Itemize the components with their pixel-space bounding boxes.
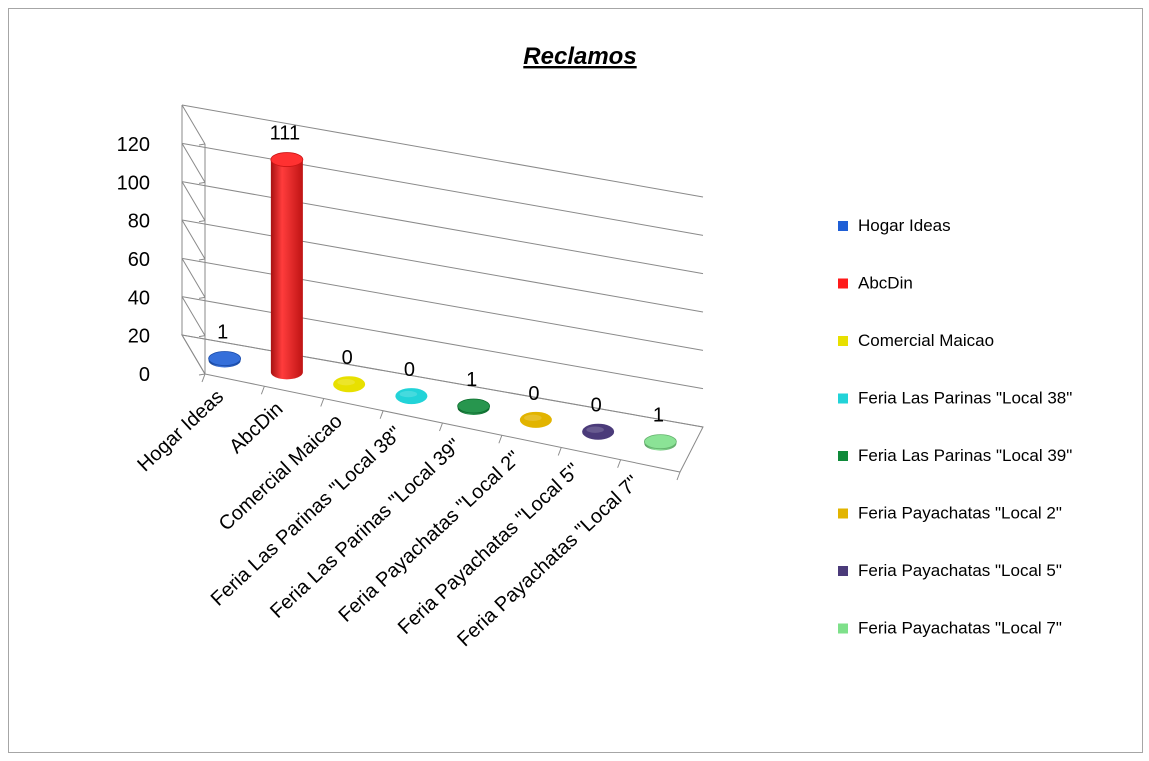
- bar: [395, 388, 428, 405]
- category-label: Comercial Maicao: [215, 410, 347, 535]
- x-tick-mark: [676, 471, 681, 481]
- category-label: Hogar Ideas: [133, 386, 228, 476]
- bar: [457, 398, 491, 415]
- data-label: 0: [528, 383, 539, 405]
- y-tick-label: 120: [117, 134, 150, 156]
- legend-swatch: [838, 451, 848, 461]
- gridline: [181, 296, 704, 390]
- side-gridline: [181, 219, 206, 260]
- gridlines: [181, 104, 704, 428]
- legend-swatch: [838, 508, 848, 519]
- legend-label: Feria Payachatas "Local 2": [858, 504, 1062, 523]
- legend-label: Feria Payachatas "Local 5": [858, 561, 1062, 580]
- bar-body: [270, 152, 303, 380]
- data-label: 0: [342, 347, 353, 369]
- bar-disc-highlight: [337, 379, 355, 386]
- side-gridline: [181, 258, 206, 298]
- y-tick-label: 80: [128, 211, 150, 233]
- legend-label: Feria Las Parinas "Local 38": [858, 389, 1072, 408]
- legend-label: Feria Las Parinas "Local 39": [858, 446, 1072, 465]
- y-tick-label: 40: [128, 287, 150, 309]
- legend: Hogar Ideas AbcDin Comercial Maicao Feria L…: [838, 216, 1072, 638]
- legend-label: AbcDin: [858, 274, 913, 293]
- x-tick-mark: [498, 435, 503, 444]
- legend-swatch: [838, 623, 848, 634]
- gridline: [181, 257, 704, 351]
- data-label: 0: [591, 395, 602, 417]
- legend-label: Hogar Ideas: [858, 216, 951, 235]
- x-tick-mark: [557, 447, 562, 456]
- gridline: [181, 181, 704, 275]
- bar-top: [208, 351, 242, 366]
- gridline: [181, 219, 704, 313]
- bar-top: [270, 152, 304, 167]
- data-label: 0: [404, 359, 415, 381]
- bars: [208, 152, 677, 451]
- legend-swatch: [838, 278, 848, 289]
- x-tick-mark: [379, 410, 384, 419]
- x-tick-mark: [617, 459, 622, 468]
- bar: [270, 152, 304, 380]
- y-tick-mark: [198, 181, 206, 184]
- x-tick-mark: [320, 398, 325, 407]
- gridline: [181, 104, 704, 198]
- legend-swatch: [838, 336, 848, 346]
- y-tick-label: 20: [128, 326, 150, 348]
- bar-top: [457, 398, 491, 414]
- bar: [333, 376, 366, 393]
- y-tick-mark: [198, 258, 206, 261]
- x-tick-mark: [439, 422, 443, 432]
- bar: [208, 351, 242, 368]
- legend-label: Comercial Maicao: [858, 331, 994, 350]
- y-tick-label: 100: [117, 172, 150, 194]
- side-gridline: [181, 104, 206, 145]
- data-label: 1: [466, 369, 477, 391]
- bar: [582, 423, 615, 440]
- chart-frame: [8, 8, 1143, 753]
- y-tick-label: 0: [139, 364, 150, 386]
- legend-swatch: [838, 566, 848, 576]
- side-gridline: [181, 296, 206, 336]
- x-tick-mark: [260, 386, 265, 395]
- y-tick-mark: [198, 335, 206, 338]
- legend-swatch: [838, 221, 848, 231]
- data-label: 1: [217, 322, 228, 344]
- category-label: AbcDin: [225, 398, 287, 458]
- chart-title: Reclamos: [523, 43, 636, 70]
- y-tick-mark: [198, 220, 206, 223]
- y-tick-mark: [198, 373, 206, 376]
- bar-disc-highlight: [524, 414, 542, 421]
- bar-disc-highlight: [586, 426, 604, 433]
- side-gridline: [181, 181, 206, 221]
- gridline: [181, 142, 704, 236]
- bar-top: [643, 434, 677, 450]
- data-label: 111: [270, 123, 300, 145]
- side-gridline: [181, 143, 206, 183]
- floor: [181, 334, 704, 473]
- bar: [519, 411, 552, 428]
- y-tick-label: 60: [128, 249, 150, 271]
- y-tick-mark: [198, 296, 206, 299]
- y-tick-mark: [198, 143, 206, 146]
- legend-label: Feria Payachatas "Local 7": [858, 619, 1062, 638]
- data-label: 1: [653, 405, 664, 427]
- x-tick-mark: [201, 373, 206, 383]
- legend-swatch: [838, 393, 848, 404]
- bar-disc-highlight: [399, 390, 418, 398]
- bar: [643, 434, 677, 451]
